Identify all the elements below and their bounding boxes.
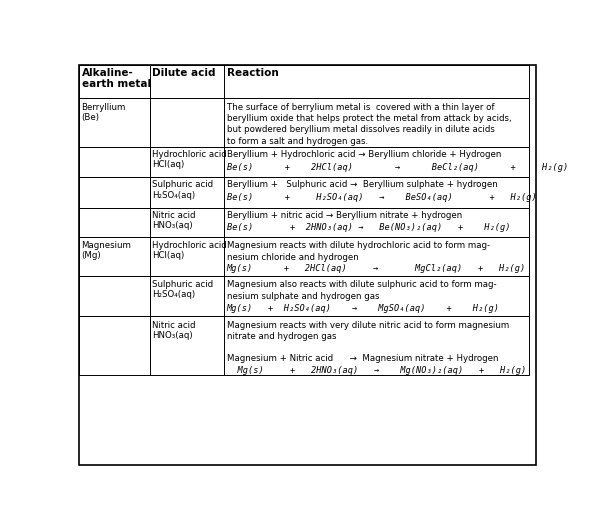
Bar: [149, 276, 224, 316]
Bar: [149, 208, 224, 237]
Text: Magnesium reacts with dilute hydrochloric acid to form mag-: Magnesium reacts with dilute hydrochlori…: [227, 240, 490, 250]
Bar: [224, 237, 529, 276]
Text: Reaction: Reaction: [227, 68, 278, 78]
Text: nesium chloride and hydrogen: nesium chloride and hydrogen: [227, 253, 358, 261]
Text: Beryllium +   Sulphuric acid →  Beryllium sulphate + hydrogen: Beryllium + Sulphuric acid → Beryllium s…: [227, 180, 497, 189]
Bar: [224, 177, 529, 208]
Text: Beryllium + nitric acid → Beryllium nitrate + hydrogen: Beryllium + nitric acid → Beryllium nitr…: [227, 211, 462, 219]
Text: Be(s)      +    2HCl(aq)        →      BeCl₂(aq)      +     H₂(g): Be(s) + 2HCl(aq) → BeCl₂(aq) + H₂(g): [227, 163, 568, 172]
Text: Alkaline-
earth metal: Alkaline- earth metal: [82, 68, 151, 89]
Bar: [79, 65, 149, 98]
Bar: [79, 237, 149, 276]
Text: Sulphuric acid
H₂SO₄(aq): Sulphuric acid H₂SO₄(aq): [152, 180, 214, 200]
Bar: [224, 147, 529, 177]
Text: Beryllium + Hydrochloric acid → Beryllium chloride + Hydrogen: Beryllium + Hydrochloric acid → Berylliu…: [227, 150, 501, 159]
Bar: [149, 98, 224, 147]
Text: Nitric acid
HNO₃(aq): Nitric acid HNO₃(aq): [152, 211, 196, 230]
Text: beryllium oxide that helps protect the metal from attack by acids,: beryllium oxide that helps protect the m…: [227, 114, 511, 123]
Text: but powdered beryllium metal dissolves readily in dilute acids: but powdered beryllium metal dissolves r…: [227, 125, 494, 134]
Text: Magnesium + Nitric acid      →  Magnesium nitrate + Hydrogen: Magnesium + Nitric acid → Magnesium nitr…: [227, 354, 498, 363]
Text: Mg(s)   +  H₂SO₄(aq)    →    MgSO₄(aq)    +    H₂(g): Mg(s) + H₂SO₄(aq) → MgSO₄(aq) + H₂(g): [227, 303, 500, 312]
Bar: [79, 316, 149, 375]
Text: Nitric acid
HNO₃(aq): Nitric acid HNO₃(aq): [152, 321, 196, 340]
Text: nitrate and hydrogen gas: nitrate and hydrogen gas: [227, 332, 336, 341]
Bar: [79, 98, 149, 147]
Bar: [149, 177, 224, 208]
Bar: [79, 276, 149, 316]
Bar: [149, 65, 224, 98]
Bar: [224, 208, 529, 237]
Text: Mg(s)     +   2HNO₃(aq)   →    Mg(NO₃)₂(aq)   +   H₂(g): Mg(s) + 2HNO₃(aq) → Mg(NO₃)₂(aq) + H₂(g): [227, 365, 526, 374]
Text: Berryllium
(Be): Berryllium (Be): [82, 102, 126, 122]
Text: Be(s)       +  2HNO₃(aq) →   Be(NO₃)₂(aq)   +    H₂(g): Be(s) + 2HNO₃(aq) → Be(NO₃)₂(aq) + H₂(g): [227, 223, 510, 232]
Bar: [79, 147, 149, 177]
Text: Be(s)      +     H₂SO₄(aq)   →    BeSO₄(aq)       +   H₂(g): Be(s) + H₂SO₄(aq) → BeSO₄(aq) + H₂(g): [227, 193, 536, 203]
Bar: [149, 147, 224, 177]
Bar: [224, 316, 529, 375]
Bar: [149, 237, 224, 276]
Bar: [79, 208, 149, 237]
Bar: [224, 65, 529, 98]
Text: Dilute acid: Dilute acid: [152, 68, 216, 78]
Text: nesium sulphate and hydrogen gas: nesium sulphate and hydrogen gas: [227, 292, 379, 301]
Text: The surface of berrylium metal is  covered with a thin layer of: The surface of berrylium metal is covere…: [227, 102, 494, 112]
Text: Hydrochloric acid
HCl(aq): Hydrochloric acid HCl(aq): [152, 240, 227, 260]
Text: Magnesium also reacts with dilute sulphuric acid to form mag-: Magnesium also reacts with dilute sulphu…: [227, 280, 496, 289]
Bar: [79, 177, 149, 208]
Bar: [224, 276, 529, 316]
Bar: [149, 316, 224, 375]
Bar: [224, 98, 529, 147]
Text: Magnesium
(Mg): Magnesium (Mg): [82, 240, 131, 260]
Text: to form a salt and hydrogen gas.: to form a salt and hydrogen gas.: [227, 136, 368, 146]
Text: Hydrochloric acid
HCl(aq): Hydrochloric acid HCl(aq): [152, 150, 227, 169]
Text: Mg(s)      +   2HCl(aq)     →       MgCl₂(aq)   +   H₂(g): Mg(s) + 2HCl(aq) → MgCl₂(aq) + H₂(g): [227, 265, 526, 274]
Text: Sulphuric acid
H₂SO₄(aq): Sulphuric acid H₂SO₄(aq): [152, 280, 214, 299]
Text: Magnesium reacts with very dilute nitric acid to form magnesium: Magnesium reacts with very dilute nitric…: [227, 321, 509, 330]
